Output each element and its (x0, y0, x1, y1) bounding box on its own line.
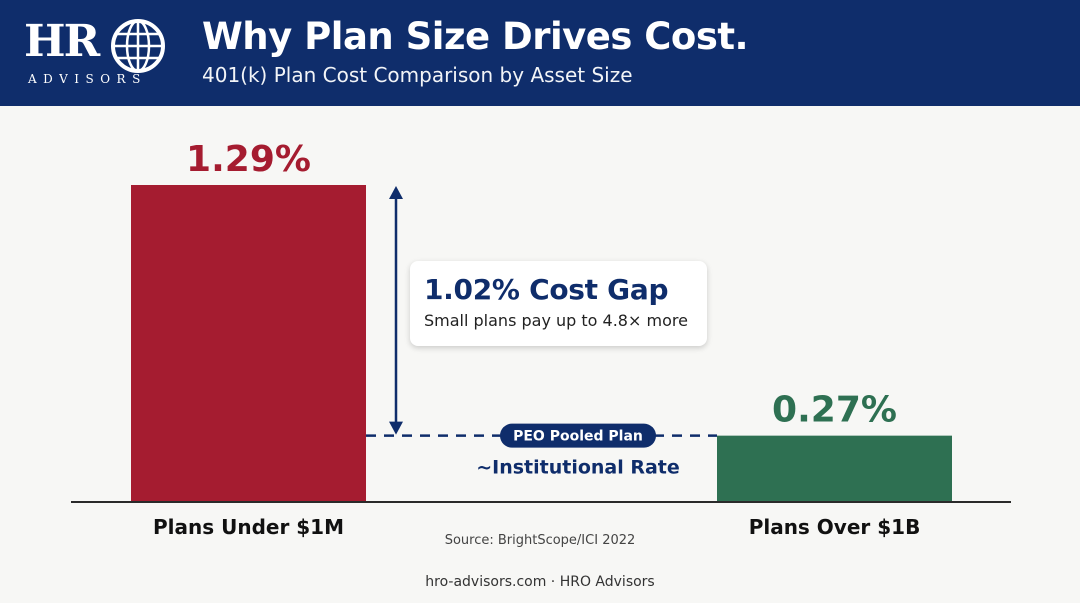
cost-gap-title: 1.02% Cost Gap (424, 273, 669, 306)
category-label-plans-over-1b: Plans Over $1B (749, 515, 921, 539)
bar-plans-over-1b (717, 435, 952, 502)
hro-advisors-logo: HR ADVISORS (24, 16, 174, 92)
page-subtitle: 401(k) Plan Cost Comparison by Asset Siz… (202, 63, 633, 87)
source-note: Source: BrightScope/ICI 2022 (444, 533, 636, 548)
header-banner: HR ADVISORS Why Plan Size Drives Cost. 4… (0, 0, 1080, 106)
institutional-rate-label: ~Institutional Rate (476, 457, 680, 479)
value-label-plans-over-1b: 0.27% (772, 390, 897, 431)
category-label-plans-under-1m: Plans Under $1M (153, 515, 344, 539)
logo-subtext: ADVISORS (28, 72, 147, 86)
footer-credit: hro-advisors.com · HRO Advisors (425, 574, 655, 590)
bar-plans-under-1m (131, 185, 366, 502)
peo-pooled-plan-badge (500, 423, 656, 448)
value-label-plans-under-1m: 1.29% (186, 139, 311, 180)
cost-comparison-chart: 1.29% 0.27% PEO Pooled Plan ~Institution… (71, 139, 1011, 539)
globe-icon (111, 19, 165, 73)
cost-gap-callout: 1.02% Cost Gap Small plans pay up to 4.8… (410, 261, 707, 346)
cost-gap-subtitle: Small plans pay up to 4.8× more (424, 311, 688, 330)
cost-gap-arrow (389, 186, 403, 435)
peo-pooled-plan-label: PEO Pooled Plan (513, 429, 643, 445)
page-title: Why Plan Size Drives Cost. (202, 15, 749, 58)
logo-hr-text: HR (24, 16, 100, 67)
